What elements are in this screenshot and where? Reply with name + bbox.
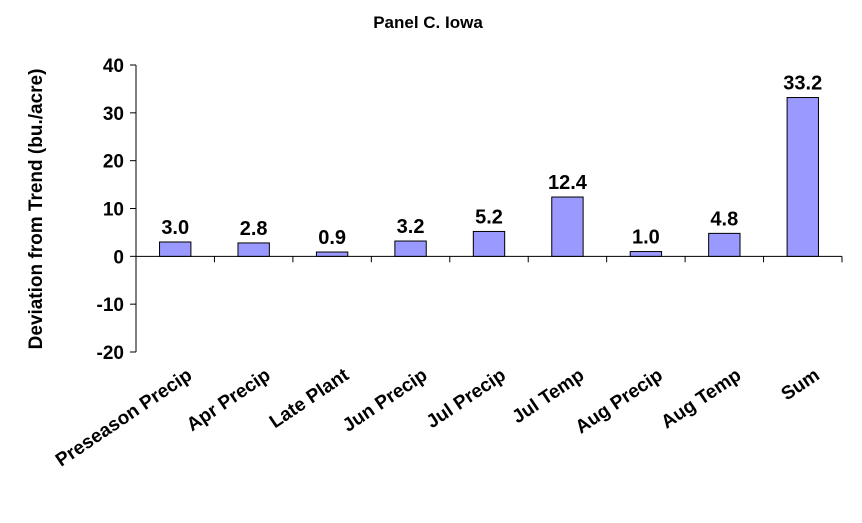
bar-aug-precip bbox=[630, 252, 661, 257]
bar-preseason-precip bbox=[160, 242, 191, 256]
y-tick-label: 30 bbox=[103, 104, 124, 125]
data-label: 3.0 bbox=[161, 217, 189, 239]
x-tick-label: Jul Precip bbox=[423, 365, 510, 433]
data-label: 5.2 bbox=[475, 206, 503, 228]
bar-jul-temp bbox=[552, 197, 583, 256]
data-label: 4.8 bbox=[710, 208, 738, 230]
y-tick-label: 40 bbox=[103, 56, 124, 77]
y-tick-label: 20 bbox=[103, 152, 124, 173]
chart-marks: -20 -10 0 10 20 30 40 3.0 2.8 0.9 3.2 5.2 12.4 1.0 4.8… bbox=[52, 56, 842, 471]
bar-aug-temp bbox=[709, 233, 740, 256]
bar-apr-precip bbox=[238, 243, 269, 256]
data-label: 2.8 bbox=[240, 218, 268, 240]
bar-late-plant bbox=[316, 252, 347, 256]
bar-sum bbox=[787, 98, 818, 257]
y-tick-label: 0 bbox=[113, 247, 124, 268]
bar-jul-precip bbox=[473, 231, 504, 256]
x-tick-label: Jun Precip bbox=[339, 365, 431, 437]
x-tick-label: Sum bbox=[778, 365, 824, 405]
bar-jun-precip bbox=[395, 241, 426, 256]
data-label: 33.2 bbox=[783, 73, 822, 95]
y-axis-label: Deviation from Trend (bu./acre) bbox=[26, 69, 47, 350]
data-label: 12.4 bbox=[548, 172, 588, 194]
y-tick-label: -10 bbox=[97, 295, 124, 316]
x-tick-label: Preseason Precip bbox=[52, 365, 196, 472]
x-tick-label: Aug Precip bbox=[572, 365, 667, 439]
y-tick-label: 10 bbox=[103, 200, 124, 221]
data-label: 1.0 bbox=[632, 227, 660, 249]
x-tick-label: Aug Temp bbox=[658, 365, 746, 434]
data-label: 0.9 bbox=[318, 227, 346, 249]
x-tick-label: Apr Precip bbox=[183, 365, 274, 436]
y-tick-label: -20 bbox=[97, 343, 124, 364]
data-label: 3.2 bbox=[397, 216, 425, 238]
chart-title: Panel C. Iowa bbox=[373, 13, 483, 32]
